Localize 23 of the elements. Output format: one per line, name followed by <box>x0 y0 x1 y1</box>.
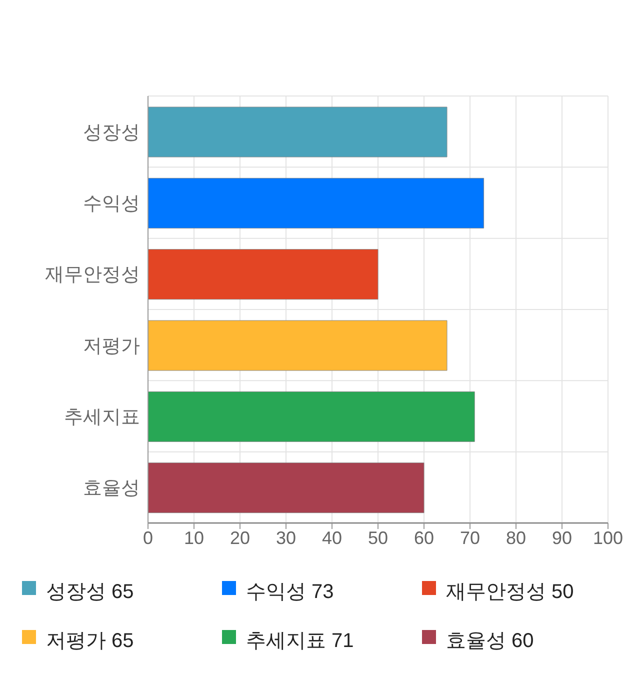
legend-label: 수익성 73 <box>246 581 334 603</box>
y-tick-label: 성장성 <box>83 122 140 144</box>
x-tick-label: 20 <box>230 528 250 548</box>
x-tick-label: 30 <box>276 528 296 548</box>
x-tick-label: 40 <box>322 528 342 548</box>
x-tick-label: 100 <box>592 528 624 548</box>
y-tick-label: 재무안정성 <box>45 264 140 286</box>
y-tick-label: 효율성 <box>83 478 140 500</box>
legend-label: 재무안정성 50 <box>446 581 574 603</box>
legend-label: 추세지표 71 <box>246 630 354 652</box>
legend-label: 효율성 60 <box>446 630 534 652</box>
legend-label: 성장성 65 <box>46 581 134 603</box>
legend-label: 저평가 65 <box>46 630 134 652</box>
y-tick-label: 저평가 <box>83 336 140 357</box>
x-tick-label: 0 <box>142 528 154 548</box>
x-tick-label: 60 <box>414 528 434 548</box>
y-tick-label: 수익성 <box>83 193 140 214</box>
y-tick-label: 추세지표 <box>64 406 140 428</box>
x-tick-label: 80 <box>506 528 526 548</box>
x-tick-label: 10 <box>184 528 204 548</box>
x-tick-label: 70 <box>460 528 480 548</box>
x-tick-label: 50 <box>368 528 388 548</box>
x-tick-label: 90 <box>552 528 572 548</box>
